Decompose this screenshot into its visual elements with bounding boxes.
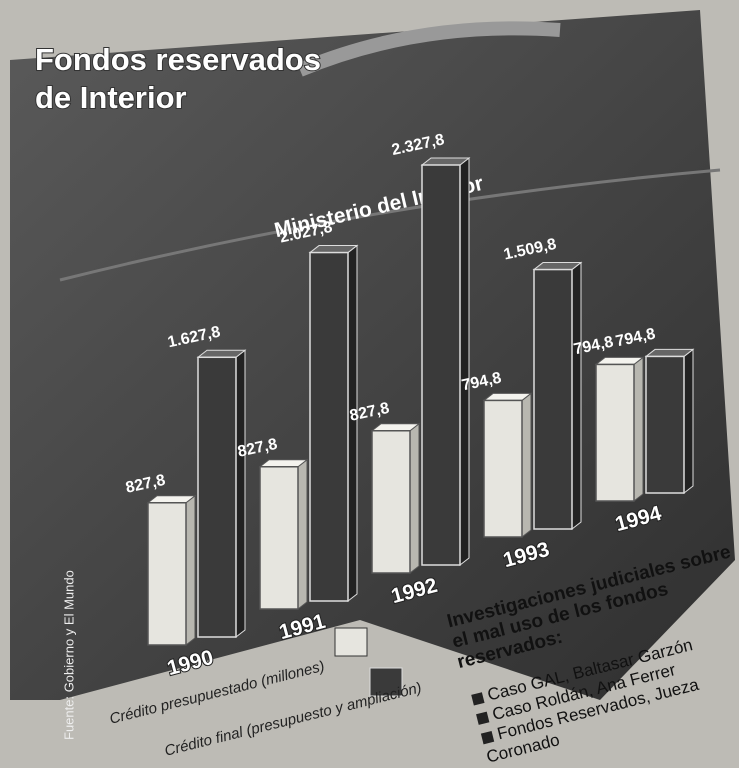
bar-top <box>310 246 357 253</box>
bar <box>596 364 634 501</box>
bar-top <box>422 158 469 165</box>
bar <box>148 503 186 645</box>
bar-top <box>148 496 195 503</box>
bar-top <box>260 460 307 467</box>
bar-side <box>460 158 469 565</box>
bar <box>198 357 236 637</box>
bar-side <box>186 496 195 645</box>
bar <box>260 467 298 609</box>
bar-top <box>646 349 693 356</box>
bar <box>372 431 410 573</box>
bar-side <box>684 349 693 493</box>
bar-side <box>298 460 307 609</box>
bar-top <box>484 393 531 400</box>
bar-top <box>534 263 581 270</box>
bar <box>484 400 522 537</box>
bar-top <box>198 350 245 357</box>
bar <box>646 356 684 493</box>
bar-top <box>372 424 419 431</box>
bar <box>310 253 348 601</box>
bar-side <box>634 357 643 501</box>
chart-title: Fondos reservados <box>35 42 321 77</box>
bar-side <box>410 424 419 573</box>
bar <box>534 270 572 529</box>
bar-side <box>236 350 245 637</box>
bar <box>422 165 460 565</box>
chart-title: de Interior <box>35 80 187 115</box>
bar-top <box>596 357 643 364</box>
page: {"chart_data": { "type": "bar3d", "title… <box>0 0 739 767</box>
bar-side <box>572 263 581 529</box>
source: Fuente: Gobierno y El Mundo <box>61 570 76 740</box>
legend-swatch <box>335 628 367 656</box>
bar-side <box>522 393 531 537</box>
